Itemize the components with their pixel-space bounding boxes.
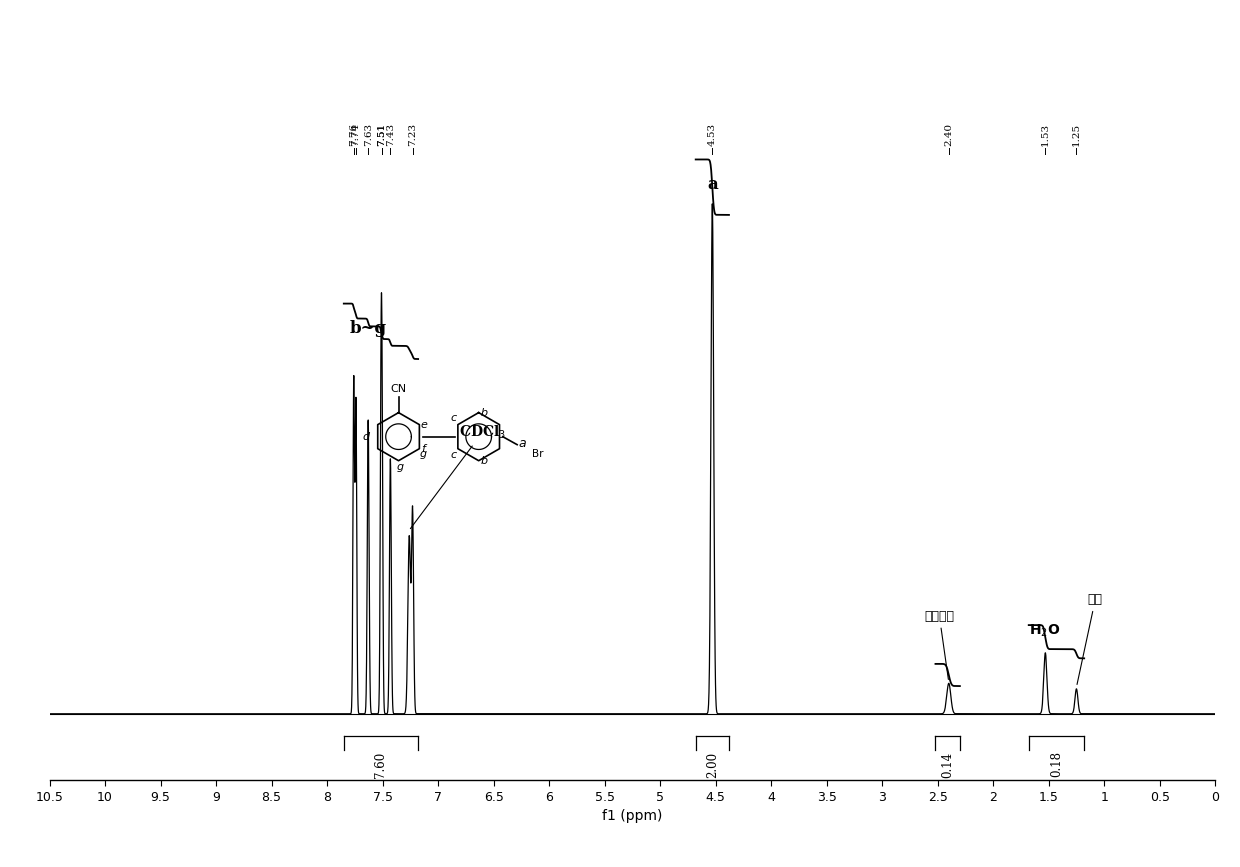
Text: b~g: b~g (350, 320, 387, 337)
Text: 7.43: 7.43 (386, 122, 394, 146)
Text: 7.74: 7.74 (351, 122, 361, 146)
Text: 2.00: 2.00 (706, 752, 719, 778)
Text: 7.51: 7.51 (377, 122, 386, 146)
Text: a: a (707, 176, 718, 192)
Text: 7.23: 7.23 (408, 122, 417, 146)
Text: 4.53: 4.53 (708, 122, 717, 146)
X-axis label: f1 (ppm): f1 (ppm) (603, 809, 662, 824)
Text: 杂峰: 杂峰 (1078, 593, 1102, 684)
Text: 7.76: 7.76 (350, 122, 358, 146)
Text: 0.14: 0.14 (941, 752, 954, 778)
Text: 7.63: 7.63 (363, 122, 373, 146)
Text: 7.51: 7.51 (377, 122, 386, 146)
Text: CDCl$_3$: CDCl$_3$ (410, 424, 506, 529)
Text: 1.25: 1.25 (1071, 122, 1081, 146)
Text: 反应物峰: 反应物峰 (924, 610, 955, 680)
Text: 0.18: 0.18 (1050, 752, 1063, 778)
Text: H$_2$O: H$_2$O (1029, 623, 1060, 639)
Text: 2.40: 2.40 (945, 122, 954, 146)
Text: 7.60: 7.60 (374, 752, 387, 778)
Text: 1.53: 1.53 (1040, 122, 1050, 146)
